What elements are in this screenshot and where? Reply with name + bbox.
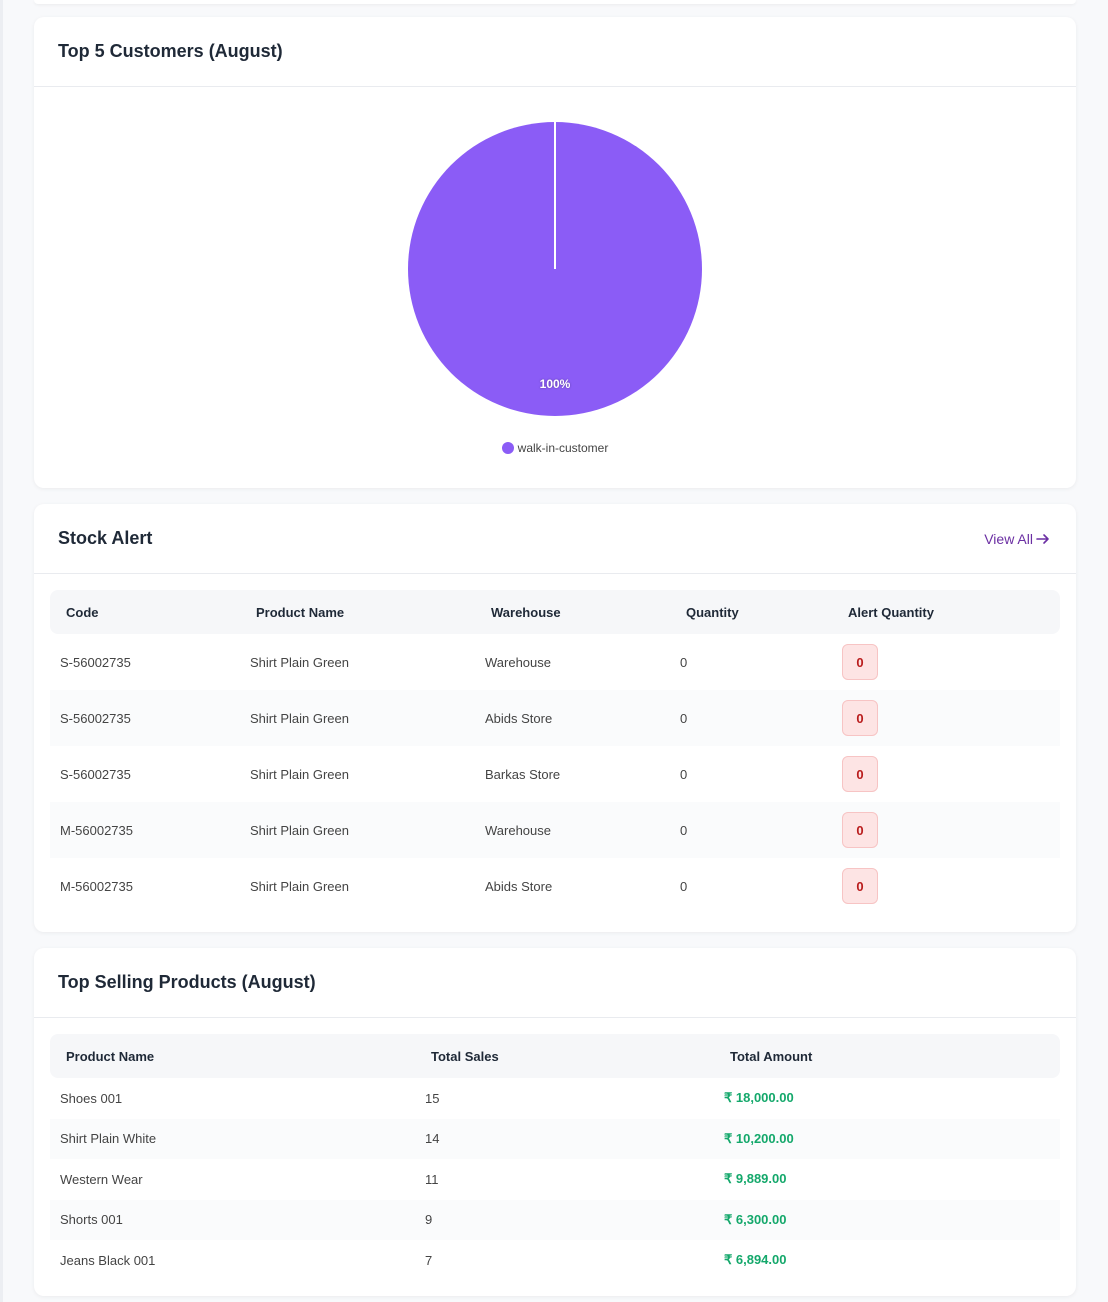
cell-amount: ₹ 9,889.00 — [724, 1171, 787, 1187]
cell-amount: ₹ 6,894.00 — [724, 1252, 787, 1268]
view-all-link[interactable]: View All — [984, 531, 1050, 547]
cell-code: S-56002735 — [60, 654, 131, 670]
table-row: S-56002735 Shirt Plain Green Abids Store… — [50, 690, 1060, 746]
cell-sales: 14 — [425, 1131, 440, 1147]
col-alert-quantity: Alert Quantity — [848, 604, 934, 620]
alert-quantity-badge: 0 — [842, 756, 878, 792]
top-selling-table: Product Name Total Sales Total Amount Sh… — [50, 1034, 1060, 1281]
top-selling-header: Top Selling Products (August) — [34, 948, 1076, 1018]
table-row: Jeans Black 001 7 ₹ 6,894.00 — [50, 1240, 1060, 1281]
col-product-name: Product Name — [256, 604, 345, 620]
cell-code: M-56002735 — [60, 878, 133, 894]
cell-sales: 9 — [425, 1212, 433, 1228]
pie-slice-label: 100% — [539, 377, 571, 391]
cell-product: Jeans Black 001 — [60, 1252, 156, 1268]
cell-product: Shoes 001 — [60, 1090, 123, 1106]
table-row: M-56002735 Shirt Plain Green Warehouse 0… — [50, 802, 1060, 858]
cell-product: Western Wear — [60, 1171, 143, 1187]
legend-dot — [501, 442, 514, 454]
col-total-amount: Total Amount — [730, 1048, 813, 1064]
cell-sales: 7 — [425, 1252, 433, 1268]
cell-code: M-56002735 — [60, 822, 133, 838]
cell-code: S-56002735 — [60, 766, 131, 782]
table-row: M-56002735 Shirt Plain Green Abids Store… — [50, 858, 1060, 914]
cell-product: Shirt Plain Green — [250, 822, 349, 838]
view-all-label: View All — [984, 530, 1033, 547]
cell-product: Shorts 001 — [60, 1212, 123, 1228]
alert-quantity-badge: 0 — [842, 868, 878, 904]
cell-quantity: 0 — [680, 766, 688, 782]
table-row: S-56002735 Shirt Plain Green Barkas Stor… — [50, 746, 1060, 802]
alert-quantity-badge: 0 — [842, 812, 878, 848]
cell-product: Shirt Plain Green — [250, 766, 349, 782]
top-customers-title: Top 5 Customers (August) — [58, 41, 283, 61]
cell-product: Shirt Plain Green — [250, 878, 349, 894]
cell-warehouse: Warehouse — [485, 654, 551, 670]
pie-chart — [408, 122, 702, 416]
legend-label-walk-in-customer[interactable]: walk-in-customer — [517, 441, 609, 455]
table-row: Shoes 001 15 ₹ 18,000.00 — [50, 1078, 1060, 1119]
cell-quantity: 0 — [680, 710, 688, 726]
cell-product: Shirt Plain White — [60, 1131, 157, 1147]
top-customers-chart: 100% walk-in-customer — [34, 87, 1076, 487]
cell-amount: ₹ 10,200.00 — [724, 1130, 794, 1146]
page-left-rail — [0, 0, 3, 1302]
stock-alert-table: Code Product Name Warehouse Quantity Ale… — [50, 590, 1060, 914]
col-total-sales: Total Sales — [431, 1048, 499, 1064]
cell-warehouse: Abids Store — [485, 710, 553, 726]
cell-code: S-56002735 — [60, 710, 131, 726]
col-product-name: Product Name — [66, 1048, 155, 1064]
cell-quantity: 0 — [680, 654, 688, 670]
top-selling-title: Top Selling Products (August) — [58, 972, 316, 992]
cell-quantity: 0 — [680, 878, 688, 894]
table-row: Western Wear 11 ₹ 9,889.00 — [50, 1159, 1060, 1200]
cell-sales: 15 — [425, 1090, 440, 1106]
col-code: Code — [66, 604, 99, 620]
col-warehouse: Warehouse — [491, 604, 561, 620]
cell-amount: ₹ 18,000.00 — [724, 1090, 794, 1106]
cell-product: Shirt Plain Green — [250, 710, 349, 726]
cell-warehouse: Abids Store — [485, 878, 553, 894]
stock-alert-title: Stock Alert — [58, 528, 153, 548]
pie-legend: walk-in-customer — [34, 441, 1076, 455]
col-quantity: Quantity — [686, 604, 739, 620]
cell-quantity: 0 — [680, 822, 688, 838]
alert-quantity-badge: 0 — [842, 700, 878, 736]
table-header-row: Product Name Total Sales Total Amount — [50, 1034, 1060, 1078]
top-customers-card: Top 5 Customers (August) 100% walk-in-cu… — [34, 17, 1076, 488]
cell-warehouse: Barkas Store — [485, 766, 561, 782]
top-customers-header: Top 5 Customers (August) — [34, 17, 1076, 87]
arrow-right-icon — [1036, 533, 1049, 544]
cell-sales: 11 — [425, 1171, 439, 1187]
cell-product: Shirt Plain Green — [250, 654, 349, 670]
cell-warehouse: Warehouse — [485, 822, 551, 838]
previous-card-edge — [34, 0, 1076, 4]
stock-alert-card: Stock Alert View All Code Product Name W… — [34, 504, 1076, 932]
cell-amount: ₹ 6,300.00 — [724, 1211, 787, 1227]
top-selling-card: Top Selling Products (August) Product Na… — [34, 948, 1076, 1296]
table-row: Shorts 001 9 ₹ 6,300.00 — [50, 1199, 1060, 1240]
stock-alert-header: Stock Alert View All — [34, 504, 1076, 574]
table-row: Shirt Plain White 14 ₹ 10,200.00 — [50, 1118, 1060, 1159]
alert-quantity-badge: 0 — [842, 644, 878, 680]
table-row: S-56002735 Shirt Plain Green Warehouse 0… — [50, 634, 1060, 690]
table-header-row: Code Product Name Warehouse Quantity Ale… — [50, 590, 1060, 634]
